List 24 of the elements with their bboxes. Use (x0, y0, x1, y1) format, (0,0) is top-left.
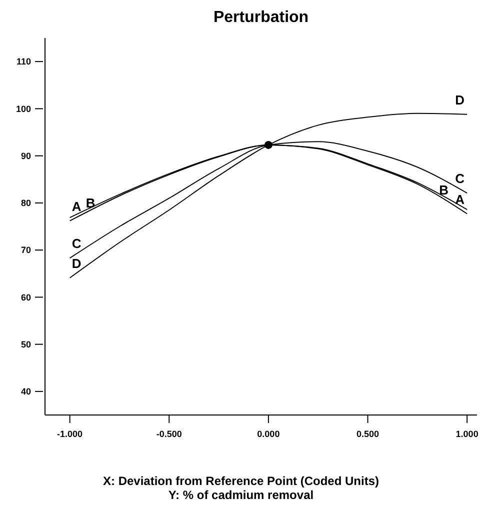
series-label: B (86, 196, 96, 211)
series-label: A (455, 192, 466, 207)
text: C (72, 236, 82, 252)
x-tick-label: 0.000 (257, 429, 280, 439)
y-tick-label: 80 (20, 198, 31, 208)
chart-title: Perturbation (213, 9, 309, 26)
text: D (455, 92, 464, 108)
text: Y: % of cadmium removal (168, 488, 314, 502)
y-tick-label: 100 (16, 104, 31, 114)
text: A (72, 198, 82, 214)
x-tick-label: 1.000 (456, 429, 478, 439)
x-tick-label: 0.500 (356, 429, 380, 439)
x-tick-label: -1.000 (57, 429, 83, 439)
x-tick-label: -0.500 (156, 429, 182, 439)
y-tick-label: 60 (20, 292, 31, 302)
series-label: D (72, 256, 82, 271)
x-axis-title: X: Deviation from Reference Point (Coded Units) (102, 474, 380, 488)
y-tick-label: 40 (20, 386, 31, 397)
y-tick-label: 70 (20, 245, 31, 256)
text: B (439, 182, 448, 198)
y-tick-label: 110 (16, 56, 31, 67)
y-tick-label: 90 (20, 150, 31, 161)
y-tick-label: 50 (20, 339, 31, 350)
series-label: C (455, 171, 466, 186)
